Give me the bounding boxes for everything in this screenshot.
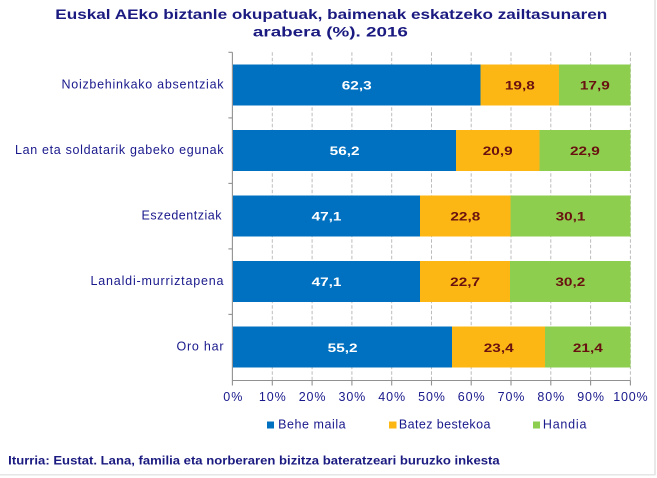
svg-text:Batez bestekoa: Batez bestekoa: [399, 418, 491, 432]
svg-text:Noizbehinkako absentziak: Noizbehinkako absentziak: [62, 77, 225, 91]
svg-text:Eszedentziak: Eszedentziak: [142, 208, 223, 222]
svg-text:Lanaldi-murriztapena: Lanaldi-murriztapena: [91, 274, 224, 288]
svg-text:70%: 70%: [498, 390, 525, 404]
svg-text:Behe maila: Behe maila: [278, 418, 346, 432]
svg-text:47,1: 47,1: [312, 210, 342, 223]
svg-text:0%: 0%: [223, 390, 242, 404]
svg-text:56,2: 56,2: [330, 145, 360, 158]
svg-text:40%: 40%: [378, 390, 405, 404]
svg-text:Lan eta soldatarik gabeko egun: Lan eta soldatarik gabeko egunak: [15, 143, 224, 157]
svg-text:Oro har: Oro har: [177, 339, 224, 353]
svg-text:20,9: 20,9: [483, 145, 513, 158]
svg-text:90%: 90%: [577, 390, 604, 404]
svg-text:30,2: 30,2: [555, 276, 585, 289]
svg-text:Handia: Handia: [543, 418, 587, 432]
svg-text:55,2: 55,2: [328, 341, 358, 354]
svg-text:Iturria: Eustat. Lana, familia: Iturria: Eustat. Lana, familia eta norbe…: [8, 455, 500, 467]
svg-text:80%: 80%: [537, 390, 564, 404]
svg-text:10%: 10%: [259, 390, 286, 404]
svg-text:19,8: 19,8: [505, 79, 535, 92]
svg-text:17,9: 17,9: [580, 79, 610, 92]
svg-text:62,3: 62,3: [342, 79, 372, 92]
svg-text:22,9: 22,9: [570, 145, 600, 158]
svg-text:21,4: 21,4: [573, 341, 603, 354]
svg-text:60%: 60%: [458, 390, 485, 404]
svg-text:100%: 100%: [613, 390, 647, 404]
svg-text:Euskal AEko biztanle okupatuak: Euskal AEko biztanle okupatuak, baimenak…: [55, 6, 607, 22]
svg-text:47,1: 47,1: [312, 276, 342, 289]
svg-text:50%: 50%: [418, 390, 445, 404]
svg-text:23,4: 23,4: [484, 341, 514, 354]
svg-text:30,1: 30,1: [556, 210, 586, 223]
svg-text:30%: 30%: [339, 390, 366, 404]
svg-text:22,8: 22,8: [450, 210, 480, 223]
svg-text:22,7: 22,7: [450, 276, 480, 289]
svg-text:20%: 20%: [299, 390, 326, 404]
svg-text:arabera (%). 2016: arabera (%). 2016: [253, 24, 408, 40]
